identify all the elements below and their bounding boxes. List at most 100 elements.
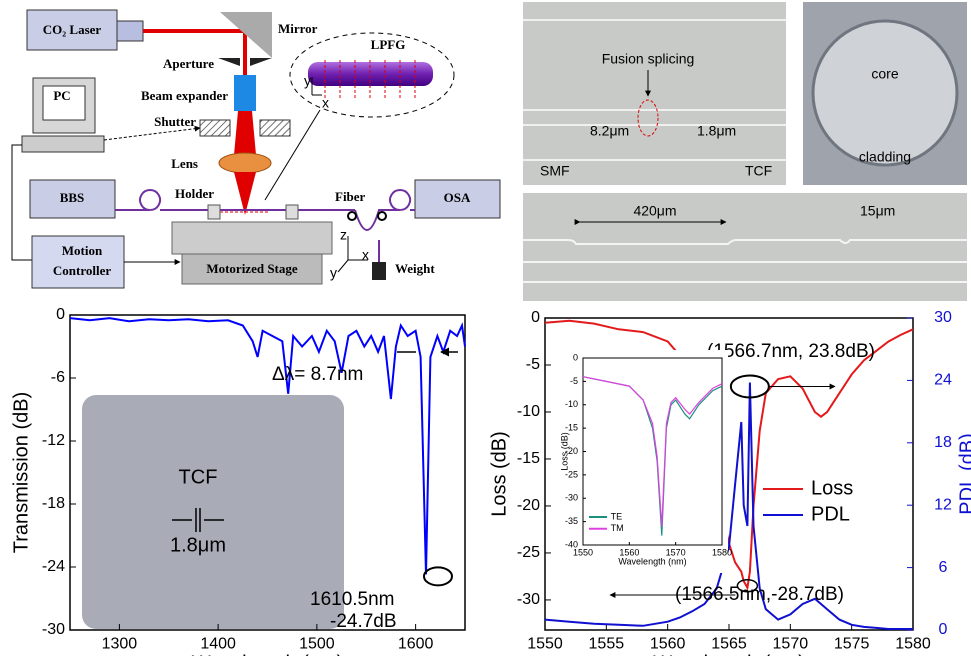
expanded-beam xyxy=(234,111,256,155)
y2-tick-label: 6 xyxy=(939,559,948,576)
legend-label: TE xyxy=(611,511,623,521)
y-tick-label: -25 xyxy=(565,469,578,479)
mirror xyxy=(220,12,272,58)
x-tick-label: 1555 xyxy=(589,636,625,653)
fiber xyxy=(115,189,415,231)
controller-box xyxy=(31,235,125,289)
grating-marks xyxy=(324,60,416,100)
x-tick-label: 1600 xyxy=(398,636,434,653)
y-tick-label: 0 xyxy=(531,309,540,326)
y-tick-label: -25 xyxy=(517,544,540,561)
label: Aperture xyxy=(163,56,214,71)
y-tick-label: -35 xyxy=(565,516,578,526)
chart: 1550 1555 1560 1565 1570 1575 1580 0 -5 -10 -15 -20… xyxy=(488,309,971,661)
label: Motorized Stage xyxy=(206,261,298,276)
focused-beam xyxy=(234,172,256,215)
y2-tick-label: 18 xyxy=(934,434,952,451)
y2-tick-label: 12 xyxy=(934,496,952,513)
x-tick-label: 1300 xyxy=(102,636,138,653)
y2-axis-label: PDL (dB) xyxy=(956,433,971,515)
axes-icon xyxy=(311,77,322,96)
y-tick-label: -18 xyxy=(42,495,65,512)
y-tick-label: -12 xyxy=(42,432,65,449)
y-tick-label: -30 xyxy=(565,493,578,503)
y-tick-label: -15 xyxy=(517,450,540,467)
x-tick-label: 1570 xyxy=(773,636,809,653)
holder xyxy=(285,204,299,220)
y-tick-label: -24 xyxy=(42,558,65,575)
axis-letter: y xyxy=(304,73,311,89)
axis-letter: z xyxy=(340,227,347,243)
axis-letter: y xyxy=(330,265,337,281)
pulley xyxy=(377,211,387,221)
y-axis-label: Loss (dB) xyxy=(559,432,569,471)
annotation: 1610.5nm xyxy=(310,589,395,610)
label: Beam expander xyxy=(141,88,228,103)
y-axis-label: Transmission (dB) xyxy=(10,392,32,554)
x-tick-label: 1575 xyxy=(834,636,870,653)
holder xyxy=(207,204,221,220)
inset-label: 1.8μm xyxy=(170,534,226,556)
y-tick-label: -6 xyxy=(51,369,65,386)
inset-arrows xyxy=(172,508,224,532)
y-axis-label: Loss (dB) xyxy=(488,431,510,517)
stage-base xyxy=(181,253,323,285)
y-tick-label: -10 xyxy=(565,399,578,409)
y-tick-label: -5 xyxy=(526,356,540,373)
x-tick-label: 1560 xyxy=(650,636,686,653)
data-line xyxy=(544,382,913,630)
label: Weight xyxy=(395,261,435,276)
x-tick-label: 1570 xyxy=(666,547,686,557)
y-tick-label: -20 xyxy=(517,497,540,514)
label: Motion xyxy=(62,243,103,258)
annotation: Δλ= 8.7nm xyxy=(272,364,363,385)
label: LPFG xyxy=(371,37,406,52)
label: Fusion splicing xyxy=(602,51,695,67)
label: 15μm xyxy=(860,203,895,219)
y-tick-label: -30 xyxy=(42,621,65,638)
data-line xyxy=(544,319,914,591)
x-tick-label: 1560 xyxy=(619,547,639,557)
pc-keyboard xyxy=(21,135,105,153)
label: Lens xyxy=(171,156,198,171)
annotation: -24.7dB xyxy=(330,611,397,632)
label: 1.8μm xyxy=(697,123,736,139)
osa-box xyxy=(414,179,501,219)
x-tick-label: 1580 xyxy=(712,547,732,557)
grating-photo xyxy=(523,193,967,301)
axes-icon xyxy=(337,236,368,273)
lpfg-callout xyxy=(289,32,455,118)
y-tick-label: 0 xyxy=(56,306,65,323)
inset-background xyxy=(559,350,728,573)
x-tick-label: 1500 xyxy=(299,636,335,653)
label: core xyxy=(871,66,898,82)
y-tick-label: -15 xyxy=(565,423,578,433)
aperture xyxy=(218,58,272,66)
x-tick-label: 1400 xyxy=(200,636,236,653)
chart: TCF 1.8μm 1300 1400 1500 1600 0 -6 -12 -18 -24 -30 W… xyxy=(10,306,466,661)
y2-tick-label: 30 xyxy=(934,309,952,326)
weight xyxy=(372,262,386,280)
y-tick-label: -5 xyxy=(570,376,578,386)
legend-label: PDL xyxy=(811,503,850,525)
label: OSA xyxy=(444,190,471,205)
legend-label: TM xyxy=(611,523,624,533)
laser-box xyxy=(26,9,118,51)
pulley xyxy=(347,211,357,221)
y-tick-label: -10 xyxy=(517,403,540,420)
callout-line xyxy=(264,109,321,201)
x-tick-label: 1550 xyxy=(527,636,563,653)
data-line xyxy=(69,317,466,575)
bbs-box xyxy=(29,179,116,219)
connection xyxy=(11,144,32,261)
y-tick-label: 0 xyxy=(573,352,578,362)
micrographs: Fusion splicing 8.2μm 1.8μm SMF TCF core… xyxy=(523,2,967,301)
x-axis-label: Wavelength (nm) xyxy=(653,652,805,656)
label: CO₂ Laser xyxy=(43,22,102,37)
label: 420μm xyxy=(633,203,676,219)
x-axis-label: Wavelength (nm) xyxy=(192,652,344,656)
annotation: (1566.7nm, 23.8dB) xyxy=(707,341,875,362)
fiber-edges xyxy=(523,239,967,283)
shutter xyxy=(199,119,231,137)
